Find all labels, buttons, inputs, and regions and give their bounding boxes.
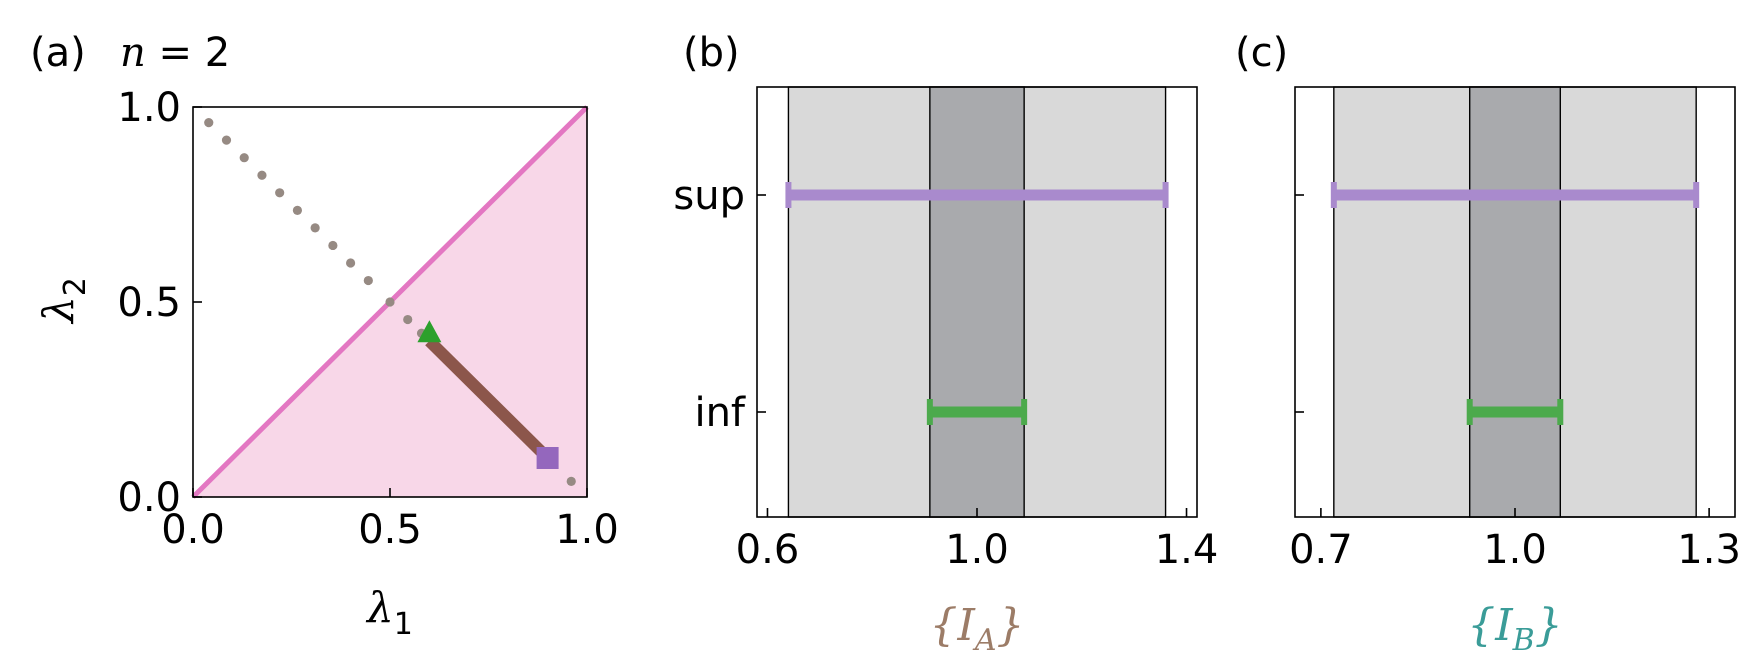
b-ytick-label: sup [673,173,745,219]
b-ranges [785,182,1169,425]
c-xtick-label: 1.3 [1677,527,1741,573]
b-xlabel-close: } [997,600,1025,651]
a-x-axis-label: λ1 [365,583,413,642]
a-dot [257,170,267,180]
b-ticks: 0.6 1.0 1.4 sup inf [673,173,1218,573]
c-ranges [1330,182,1700,425]
b-xlabel-sub: A [972,623,997,658]
a-ytick-label: 1.0 [117,85,181,131]
a-dot [363,275,373,286]
a-dot [239,153,249,163]
c-xlabel-close: } [1535,600,1563,651]
panel-label-a: (a) [30,30,86,76]
a-ylabel-symbol: λ [34,296,83,325]
c-bands [1333,86,1697,518]
b-dark-band [929,86,1025,518]
a-xtick-label: 1.0 [555,507,619,553]
a-square-marker [536,447,559,469]
a-dot [328,240,338,251]
a-dot [346,258,356,268]
a-dot [221,135,232,145]
panel-a: 0.00.00.50.51.01.0 (a) n = 2 λ1 λ2 [30,30,619,642]
c-xlabel-main: {I [1467,600,1514,651]
a-ylabel-sub: 2 [58,277,93,296]
panel-b: 0.6 1.0 1.4 sup inf (b) {IA} [673,30,1218,658]
b-bands [787,86,1167,518]
a-dotted-points [204,118,576,486]
a-dot [292,205,303,215]
c-xlabel-sub: B [1512,623,1535,658]
c-dark-band [1469,86,1561,518]
a-ytick-label: 0.5 [117,280,181,326]
b-xlabel-main: {I [929,600,976,651]
a-xlabel-symbol: λ [365,583,394,632]
b-xtick-label: 0.6 [736,527,800,573]
a-dot [310,223,320,233]
c-ticks: 0.7 1.0 1.3 [1289,194,1741,573]
a-segment-line [425,336,552,463]
a-y-axis-label: λ2 [34,277,93,325]
b-x-axis-label: {IA} [929,600,1024,658]
a-xlabel-sub: 1 [394,607,413,642]
c-xtick-label: 1.0 [1483,527,1547,573]
annotation-rest: = 2 [146,30,230,76]
a-triangle-marker [417,320,442,343]
a-dot [385,297,395,307]
panel-label-c: (c) [1235,30,1288,76]
panel-label-b: (b) [683,30,740,76]
a-dot [204,118,214,128]
panel-annotation: n = 2 [120,30,230,76]
a-dot [566,476,576,486]
a-ytick-label: 0.0 [117,475,181,521]
b-xtick-label: 1.0 [945,527,1009,573]
a-dot [275,188,285,198]
b-ytick-label: inf [694,390,745,436]
a-segment [425,336,552,463]
c-x-axis-label: {IB} [1467,600,1562,658]
b-xtick-label: 1.4 [1155,527,1219,573]
a-dot [403,314,413,325]
a-ticks: 0.00.0 0.5 0.5 1.0 1.0 [117,85,618,553]
a-markers [417,320,559,469]
annotation-var: n [120,30,146,76]
panel-c: 0.7 1.0 1.3 (c) {IB} [1235,30,1741,658]
c-xtick-label: 0.7 [1289,527,1353,573]
a-xtick-label: 0.5 [358,507,422,553]
a-xtick-label: 0.0 [161,507,225,553]
